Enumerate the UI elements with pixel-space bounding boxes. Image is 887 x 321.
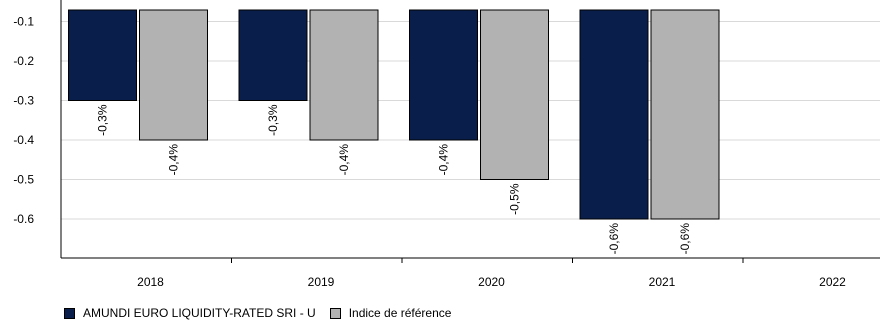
legend-swatch-fund <box>64 307 75 319</box>
bar <box>650 9 720 220</box>
bar <box>409 9 478 141</box>
legend-label-fund: AMUNDI EURO LIQUIDITY-RATED SRI - U <box>83 306 316 320</box>
y-tick-label: -0.4 <box>13 133 34 147</box>
data-label: -0,5% <box>508 183 522 215</box>
data-label: -0,4% <box>337 144 351 176</box>
bar <box>139 9 208 141</box>
bar <box>68 9 137 101</box>
data-label: -0,4% <box>437 144 451 176</box>
data-label: -0,6% <box>678 223 692 255</box>
legend: AMUNDI EURO LIQUIDITY-RATED SRI - U Indi… <box>64 305 465 321</box>
y-tick-label: -0.3 <box>13 94 34 108</box>
bar <box>480 9 549 180</box>
data-label: -0,4% <box>167 144 181 176</box>
y-tick-label: -0.6 <box>13 212 34 226</box>
legend-swatch-benchmark <box>329 307 341 319</box>
y-tick-label: -0.2 <box>13 54 34 68</box>
legend-item-fund: AMUNDI EURO LIQUIDITY-RATED SRI - U <box>64 306 316 320</box>
x-tick-label: 2019 <box>308 275 335 289</box>
bar <box>309 9 379 141</box>
x-tick-label: 2021 <box>649 275 676 289</box>
x-tick-label: 2022 <box>819 275 846 289</box>
bar-chart: -0.1 -0.2 -0.3 -0.4 -0.5 -0.6 2018 2019 2020 2021… <box>13 0 880 289</box>
x-tick-label: 2020 <box>478 275 505 289</box>
data-label: -0,3% <box>96 104 110 136</box>
bar <box>579 9 649 220</box>
legend-item-benchmark: Indice de référence <box>329 306 452 320</box>
y-tick-label: -0.5 <box>13 173 34 187</box>
data-label: -0,3% <box>266 104 280 136</box>
y-tick-label: -0.1 <box>13 15 34 29</box>
x-tick-label: 2018 <box>137 275 164 289</box>
legend-label-benchmark: Indice de référence <box>348 306 452 320</box>
bar <box>238 9 308 101</box>
data-label: -0,6% <box>607 223 621 255</box>
